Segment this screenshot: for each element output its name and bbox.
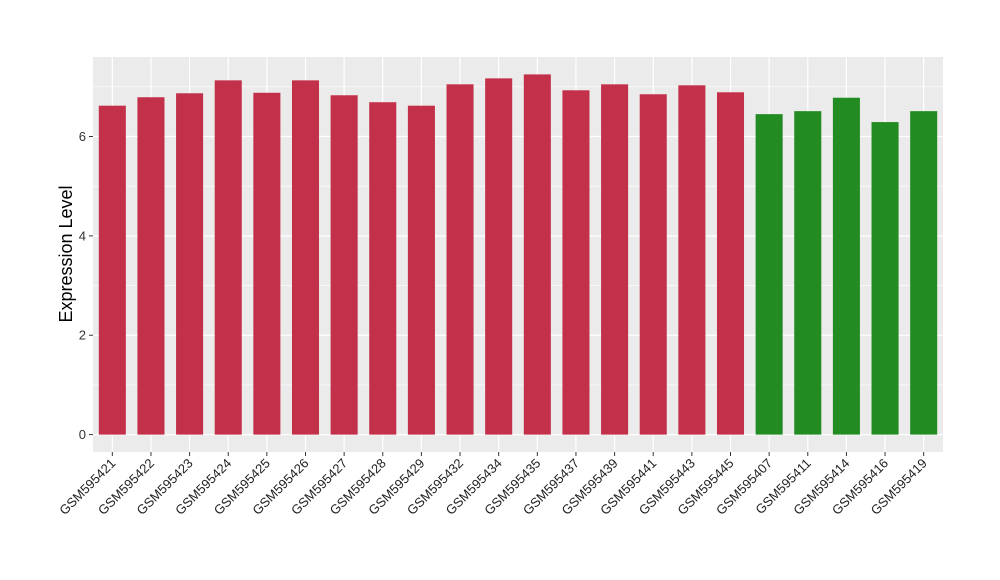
bar-GSM595416 — [871, 122, 899, 435]
y-axis: 0 2 4 6 — [79, 129, 93, 442]
bar-GSM595439 — [601, 84, 629, 435]
bar-GSM595427 — [330, 95, 358, 435]
bar-GSM595428 — [369, 102, 397, 435]
bar-GSM595419 — [910, 111, 938, 435]
bar-GSM595414 — [832, 97, 860, 435]
bar-GSM595437 — [562, 90, 590, 435]
bars — [98, 74, 938, 435]
bar-GSM595426 — [291, 80, 320, 435]
bar-GSM595443 — [678, 85, 706, 435]
bar-GSM595434 — [485, 78, 513, 435]
bar-GSM595423 — [176, 93, 204, 435]
bar-GSM595441 — [639, 94, 667, 435]
bar-GSM595425 — [253, 92, 281, 435]
bar-GSM595432 — [446, 84, 474, 435]
y-tick-label: 4 — [79, 228, 86, 243]
bar-GSM595407 — [755, 114, 783, 435]
bar-GSM595411 — [794, 111, 822, 435]
bar-GSM595422 — [137, 97, 165, 435]
bar-GSM595435 — [523, 74, 551, 435]
y-tick-label: 6 — [79, 129, 86, 144]
bar-GSM595421 — [98, 105, 126, 435]
bar-GSM595429 — [407, 105, 435, 435]
x-axis: GSM595421GSM595422GSM595423GSM595424GSM5… — [56, 452, 930, 518]
y-tick-label: 2 — [79, 328, 86, 343]
bar-GSM595424 — [214, 80, 242, 435]
y-axis-title: Expression Level — [56, 185, 76, 322]
bar-GSM595445 — [716, 92, 745, 435]
y-tick-label: 0 — [79, 427, 86, 442]
